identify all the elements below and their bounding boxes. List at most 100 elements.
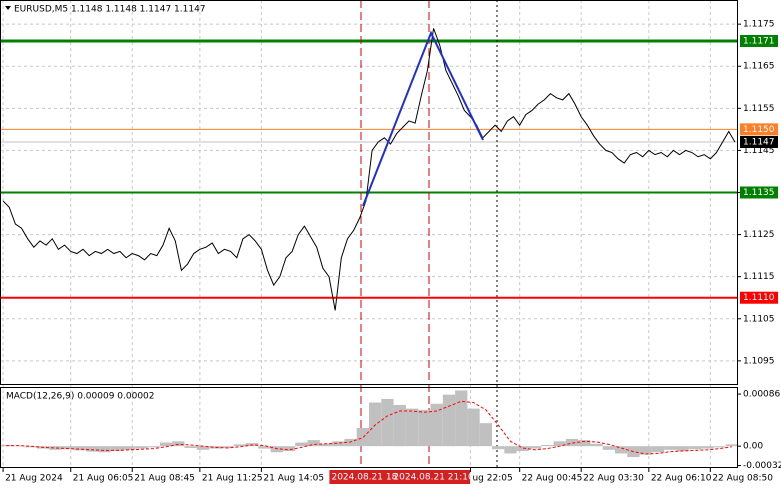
histogram-bar xyxy=(319,443,333,447)
y-tick-label: 1.1105 xyxy=(743,314,775,324)
y-tick-label: 1.1175 xyxy=(743,20,775,30)
y-tick-label: 0.00086 xyxy=(743,390,780,400)
histogram-bar xyxy=(270,446,283,453)
level-label-box xyxy=(740,34,778,47)
histogram-bar xyxy=(565,438,579,447)
histogram-bar xyxy=(49,446,62,450)
x-tick-highlight xyxy=(329,470,403,484)
x-tick-label: 22 Aug 06:10 xyxy=(651,474,712,484)
histogram-bar xyxy=(282,446,296,452)
histogram-bar xyxy=(86,446,99,452)
level-label-box xyxy=(740,186,778,199)
histogram-bar xyxy=(258,446,271,449)
x-tick-label: 22 Aug 03:30 xyxy=(583,474,644,484)
histogram-bar xyxy=(196,446,210,450)
histogram-bar xyxy=(221,446,234,448)
histogram-bar xyxy=(713,446,726,448)
x-tick-highlight xyxy=(397,470,471,484)
y-tick-label: 1.1155 xyxy=(743,104,775,114)
histogram-bar xyxy=(553,441,566,447)
signal-line xyxy=(6,400,732,455)
histogram-bar xyxy=(110,446,123,452)
x-tick-label: 21 Aug 2024 xyxy=(5,474,63,484)
histogram-bar xyxy=(676,446,689,452)
y-tick-label: -0.00032 xyxy=(743,461,781,471)
histogram-bar xyxy=(233,444,246,447)
histogram-bar xyxy=(184,446,197,448)
y-tick-label: 1.1115 xyxy=(743,272,775,282)
macd-frame xyxy=(0,387,738,468)
histogram-bar xyxy=(332,441,345,447)
level-label-box xyxy=(740,123,778,136)
histogram-bar xyxy=(528,446,542,449)
histogram-bar xyxy=(356,428,369,447)
histogram-bar xyxy=(307,440,320,447)
histogram-bar xyxy=(479,423,492,447)
y-tick-label: 1.1125 xyxy=(743,230,775,240)
level-label: 1.1147 xyxy=(743,137,775,147)
histogram-bar xyxy=(688,446,702,450)
histogram-bar xyxy=(98,446,111,453)
level-label: 1.1150 xyxy=(743,125,775,135)
level-label: 1.1110 xyxy=(743,293,775,303)
x-tick-label: 2024.08.21 18: xyxy=(331,473,400,483)
histogram-bar xyxy=(651,446,665,453)
histogram-bar xyxy=(541,444,554,447)
marks xyxy=(0,28,738,458)
histogram-bar xyxy=(295,442,308,447)
trend-line xyxy=(362,30,484,207)
y-tick-label: 0.00 xyxy=(743,442,763,452)
level-label: 1.1135 xyxy=(743,188,775,198)
histogram-bar xyxy=(73,446,87,451)
x-tick-label: 21 Aug 06:05 xyxy=(73,474,134,484)
histogram-bar xyxy=(442,394,456,447)
y-tick-label: 1.1165 xyxy=(743,62,775,72)
histogram-bar xyxy=(615,446,628,454)
histogram-bar xyxy=(602,446,615,450)
histogram-bar xyxy=(159,442,173,447)
price-frame xyxy=(0,0,738,385)
x-tick-label: 21 Aug 11:25 xyxy=(202,474,263,484)
grid xyxy=(0,0,738,468)
x-tick-label: ug 22:05 xyxy=(472,474,512,484)
x-tick-label: 21 Aug 14:05 xyxy=(263,474,324,484)
histogram-bar xyxy=(664,446,677,450)
histogram-bar xyxy=(430,403,443,447)
price-line xyxy=(2,28,736,311)
level-label-box xyxy=(740,291,778,304)
level-label: 1.1171 xyxy=(743,36,775,46)
histogram-bar xyxy=(209,446,222,449)
histogram-bar xyxy=(135,446,148,449)
histogram-bar xyxy=(492,446,505,450)
dropdown-icon[interactable] xyxy=(5,6,11,10)
level-label-box xyxy=(740,135,778,148)
histogram-bar xyxy=(504,446,517,454)
histogram-bar xyxy=(61,446,74,450)
histogram-bar xyxy=(344,438,357,447)
histogram-bar xyxy=(701,446,714,449)
x-tick-label: 22 Aug 00:45 xyxy=(522,474,583,484)
histogram-bar xyxy=(725,444,738,447)
histogram-bar xyxy=(590,443,603,447)
indicator-title: MACD(12,26,9) 0.00009 0.00002 xyxy=(6,392,155,402)
histogram-bar xyxy=(24,446,37,448)
chart-title: EURUSD,M5 1.1148 1.1148 1.1147 1.1147 xyxy=(14,5,206,15)
histogram-bar xyxy=(123,446,136,450)
x-tick-label: 22 Aug 08:50 xyxy=(712,474,773,484)
histogram-bar xyxy=(381,398,394,447)
histogram-bar xyxy=(455,390,468,447)
labels: 1.1175 1.1165 1.1155 1.1145 1.1135 1.1125 1.11… xyxy=(2,20,781,484)
histogram-bar xyxy=(639,446,652,455)
histogram-bar xyxy=(147,446,160,448)
histogram-bar xyxy=(405,408,419,447)
y-tick-label: 1.1095 xyxy=(743,356,775,366)
y-tick-label: 1.1145 xyxy=(743,146,775,156)
histogram-bar xyxy=(467,408,480,447)
histogram-bar xyxy=(578,440,591,447)
histogram-bar xyxy=(172,441,185,447)
histogram-bar xyxy=(418,409,431,447)
histogram-bar xyxy=(516,446,529,452)
x-tick-label: 21 Aug 08:45 xyxy=(134,474,195,484)
levels xyxy=(0,39,738,299)
